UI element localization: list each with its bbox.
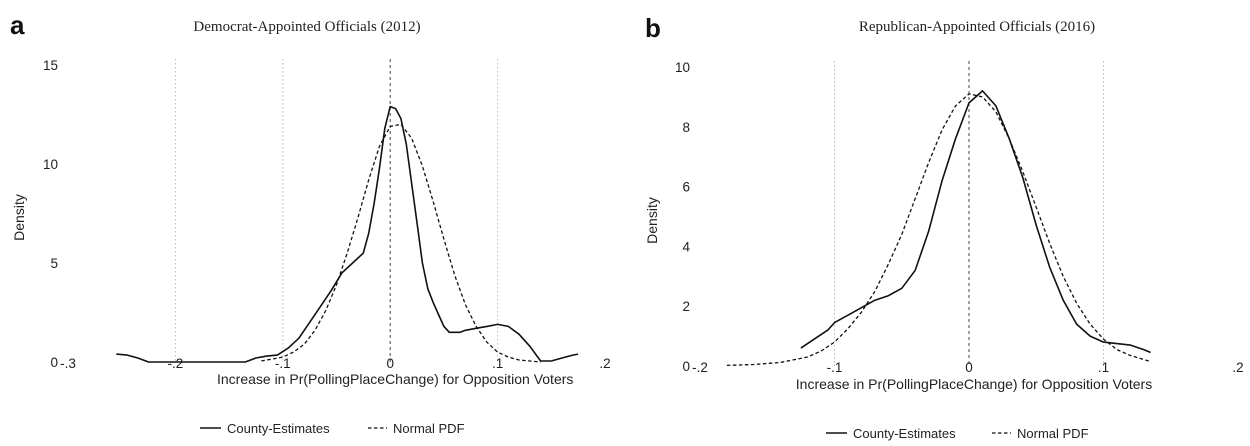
x-tick-label: .1 — [1098, 360, 1109, 375]
panel-label: b — [645, 13, 661, 43]
series-line-county-estimates — [116, 107, 578, 362]
legend-label: Normal PDF — [1017, 426, 1089, 441]
chart-panel-a: a Democrat-Appointed Officials (2012) 0 5 10… — [10, 10, 611, 436]
x-tick-label: -.2 — [168, 356, 184, 371]
x-tick-label: .1 — [492, 356, 503, 371]
y-tick-label: 8 — [682, 120, 690, 135]
y-tick-label: 0 — [682, 359, 690, 374]
chart-title: Democrat-Appointed Officials (2012) — [193, 19, 420, 35]
series-line-normal-pdf — [261, 124, 540, 362]
x-tick-label: -.1 — [275, 356, 291, 371]
legend-label: County-Estimates — [227, 421, 330, 436]
x-tick-label: -.3 — [60, 356, 76, 371]
x-tick-label: 0 — [386, 356, 394, 371]
y-axis-title: Density — [11, 194, 27, 241]
y-tick-label: 6 — [682, 180, 690, 195]
panel-label: a — [10, 10, 25, 40]
x-axis-title: Increase in Pr(PollingPlaceChange) for O… — [217, 371, 573, 387]
x-tick-label: 0 — [965, 360, 973, 375]
y-axis-title: Density — [644, 197, 660, 244]
y-tick-label: 5 — [50, 256, 58, 271]
series-line-normal-pdf — [727, 94, 1151, 366]
y-tick-label: 2 — [682, 299, 690, 314]
x-axis-title: Increase in Pr(PollingPlaceChange) for O… — [796, 376, 1152, 392]
y-tick-label: 10 — [43, 157, 58, 172]
y-tick-label: 0 — [50, 355, 58, 370]
x-tick-label: -.2 — [692, 360, 708, 375]
series-line-county-estimates — [801, 91, 1151, 353]
y-tick-label: 15 — [43, 58, 58, 73]
legend: County-Estimates Normal PDF — [826, 426, 1089, 441]
legend: County-Estimates Normal PDF — [200, 421, 465, 436]
x-tick-label: .2 — [599, 356, 610, 371]
y-tick-label: 4 — [682, 239, 690, 254]
legend-label: Normal PDF — [393, 421, 465, 436]
x-tick-label: .2 — [1232, 360, 1243, 375]
x-tick-label: -.1 — [827, 360, 843, 375]
y-tick-label: 10 — [675, 60, 690, 75]
chart-title: Republican-Appointed Officials (2016) — [859, 19, 1095, 35]
chart-panel-b: b Republican-Appointed Officials (2016) 0 2… — [644, 13, 1244, 441]
legend-label: County-Estimates — [853, 426, 956, 441]
